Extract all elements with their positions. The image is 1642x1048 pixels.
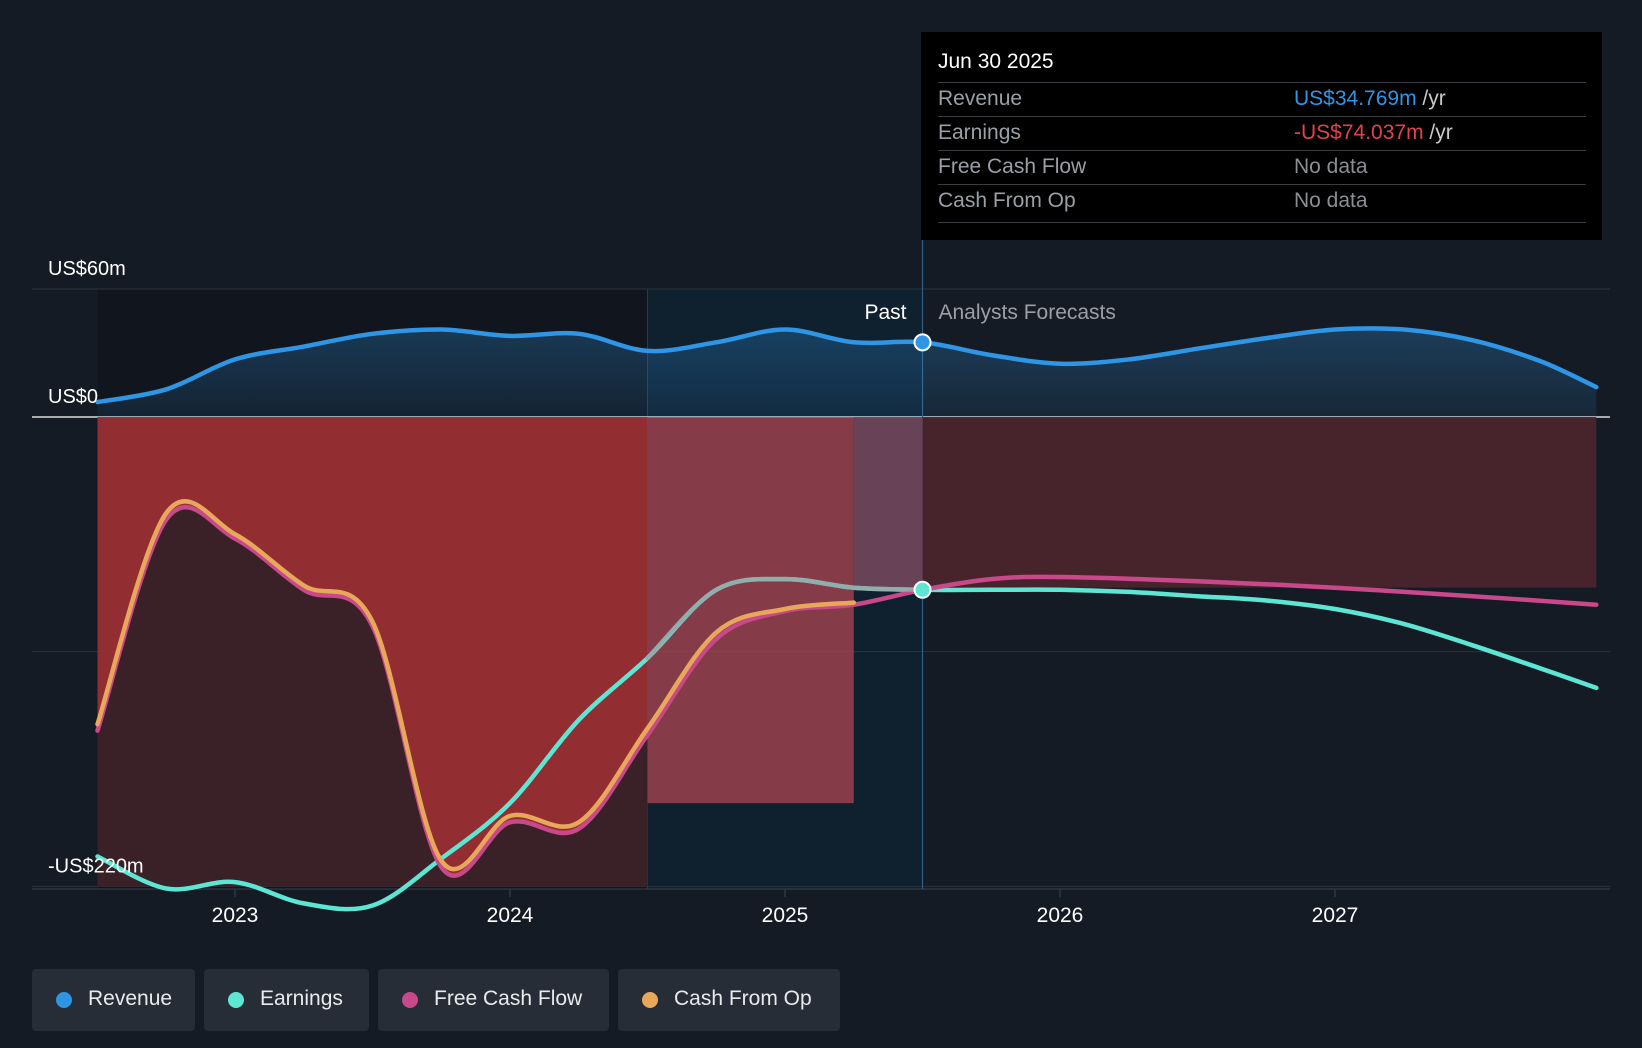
- tooltip-row-free-cash-flow: Free Cash Flow No data: [938, 150, 1586, 185]
- tooltip-value: US$34.769m: [1294, 87, 1417, 110]
- tooltip-date: Jun 30 2025: [938, 50, 1054, 73]
- fcf-shade: [97, 507, 648, 887]
- y-tick-label: -US$220m: [48, 855, 144, 877]
- tooltip-value: No data: [1294, 189, 1368, 212]
- legend-item-revenue[interactable]: Revenue: [32, 969, 195, 1031]
- earnings-marker: [913, 580, 932, 599]
- tooltip-row-earnings: Earnings -US$74.037m /yr: [938, 116, 1586, 151]
- x-tick-label: 2026: [1037, 904, 1084, 927]
- tooltip-value: -US$74.037m: [1294, 121, 1424, 144]
- legend-item-free-cash-flow[interactable]: Free Cash Flow: [378, 969, 609, 1031]
- tooltip-row-cash-from-op: Cash From Op No data: [938, 184, 1586, 219]
- y-tick-label: US$60m: [48, 258, 126, 280]
- revenue-line: [95, 326, 1599, 405]
- revenue-area: [97, 328, 1597, 417]
- tooltip-label: Revenue: [938, 87, 1023, 110]
- tooltip-unit: /yr: [1429, 121, 1453, 144]
- legend-dot-icon: [642, 992, 658, 1008]
- loss-region-latest: [853, 417, 923, 590]
- legend-item-cash-from-op[interactable]: Cash From Op: [618, 969, 840, 1031]
- loss-region-forecast: [922, 417, 1597, 588]
- free-cash-flow-line: [95, 504, 1599, 878]
- legend-label: Free Cash Flow: [434, 987, 583, 1010]
- tooltip-label: Free Cash Flow: [938, 155, 1087, 178]
- revenue-marker: [913, 333, 932, 352]
- tooltip-divider: [938, 222, 1586, 223]
- loss-region-recent: [647, 417, 854, 804]
- legend-dot-icon: [56, 992, 72, 1008]
- x-tick-label: 2027: [1312, 904, 1359, 927]
- forecast-label: Analysts Forecasts: [939, 301, 1116, 324]
- legend-dot-icon: [402, 992, 418, 1008]
- earnings-highlight-line: [645, 576, 925, 661]
- tooltip-unit: /yr: [1422, 87, 1446, 110]
- tooltip-value: No data: [1294, 155, 1368, 178]
- x-tick-label: 2025: [762, 904, 809, 927]
- legend-label: Cash From Op: [674, 987, 812, 1010]
- x-tick-label: 2024: [487, 904, 534, 927]
- y-tick-label: US$0: [48, 386, 98, 408]
- tooltip-label: Earnings: [938, 121, 1021, 144]
- legend-item-earnings[interactable]: Earnings: [204, 969, 369, 1031]
- x-tick-label: 2023: [212, 904, 259, 927]
- past-label: Past: [864, 301, 906, 324]
- legend-dot-icon: [228, 992, 244, 1008]
- legend-label: Revenue: [88, 987, 173, 1010]
- tooltip-row-revenue: Revenue US$34.769m /yr: [938, 82, 1586, 117]
- cash-from-op-line: [95, 499, 857, 872]
- tooltip: Jun 30 2025 Revenue US$34.769m /yr Earni…: [921, 32, 1602, 240]
- tooltip-label: Cash From Op: [938, 189, 1076, 212]
- legend-label: Earnings: [260, 987, 343, 1010]
